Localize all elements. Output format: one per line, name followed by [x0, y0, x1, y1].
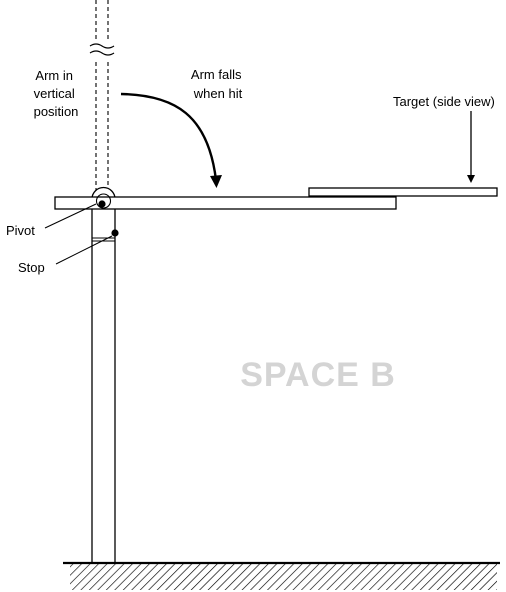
ground [63, 561, 500, 590]
target-label: Target (side view) [393, 94, 495, 109]
stop-label: Stop [18, 260, 45, 275]
space-watermark: SPACE B [240, 356, 396, 394]
pivot-label: Pivot [6, 223, 35, 238]
arm-vertical-label-line2: vertical [34, 86, 75, 101]
break-mark [89, 43, 115, 56]
fall-arrow [120, 92, 218, 181]
arm-falls-label: Arm falls when hit [191, 67, 245, 101]
target-arrowhead [467, 175, 475, 183]
pivot-dot [98, 200, 106, 208]
arm-falls-label-line1: Arm falls [191, 67, 242, 82]
arm-vertical-label-line1: Arm in [35, 68, 73, 83]
arm-vertical-label: Arm in vertical position [34, 68, 79, 119]
fall-arrowhead [210, 175, 222, 188]
target-plate [308, 187, 498, 197]
pivot-leader [44, 203, 97, 229]
stop-dot [111, 229, 119, 237]
horizontal-arm [54, 196, 397, 210]
pivot-circle [95, 193, 112, 209]
arm-vertical-label-line3: position [34, 104, 79, 119]
arm-falls-label-line2: when hit [193, 86, 243, 101]
vertical-arm-dashed [95, 0, 109, 203]
stop-leader [55, 235, 113, 265]
